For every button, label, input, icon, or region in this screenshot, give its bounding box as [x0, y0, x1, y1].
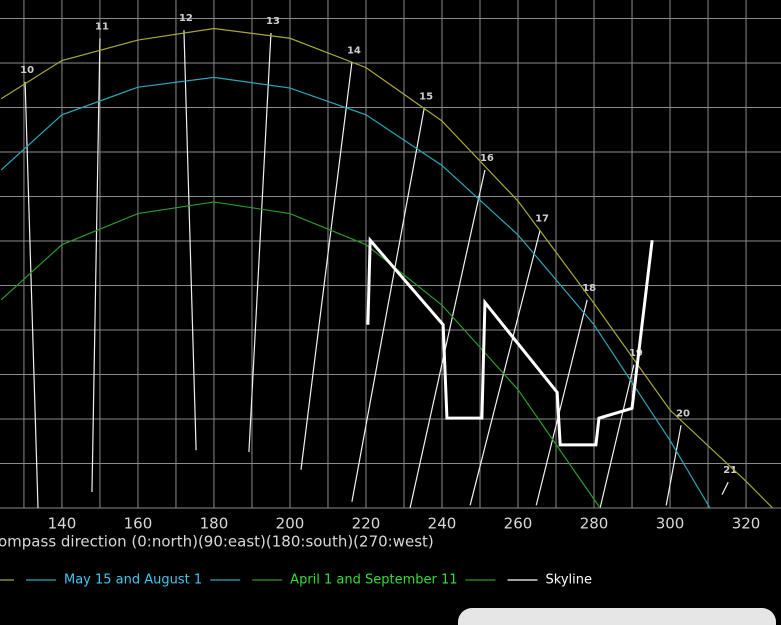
x-tick-label: 140 — [48, 515, 77, 533]
hour-label: 15 — [419, 92, 433, 103]
hour-line — [599, 364, 635, 509]
x-tick-label: 260 — [504, 515, 533, 533]
x-axis-label: ompass direction (0:north)(90:east)(180:… — [0, 533, 434, 551]
hour-label: 14 — [347, 45, 361, 56]
hour-line — [91, 38, 101, 492]
x-tick-label: 180 — [200, 515, 229, 533]
legend-label: May 15 and August 1 — [64, 573, 202, 588]
x-tick-label: 300 — [656, 515, 685, 533]
hour-label: 10 — [20, 65, 34, 76]
hour-label: 21 — [723, 465, 737, 476]
hour-line — [409, 169, 486, 509]
x-tick-label: 200 — [276, 515, 305, 533]
hour-line — [248, 32, 272, 452]
legend-label: April 1 and September 11 — [290, 573, 457, 588]
legend-label: Skyline — [546, 573, 592, 588]
hour-label: 11 — [95, 21, 109, 32]
series-line — [0, 201, 601, 509]
hour-label: 17 — [535, 213, 549, 224]
series-line — [366, 236, 654, 447]
hour-line — [535, 299, 588, 506]
x-tick-label: 220 — [352, 515, 381, 533]
x-tick-label: 280 — [580, 515, 609, 533]
hour-label: 13 — [266, 16, 280, 27]
series-line — [0, 76, 711, 509]
hour-line — [351, 108, 425, 502]
hour-line — [183, 30, 197, 451]
hour-line — [469, 230, 541, 506]
hour-line — [24, 81, 39, 509]
hour-label: 20 — [676, 408, 690, 419]
hour-label: 16 — [480, 153, 494, 164]
x-tick-label: 160 — [124, 515, 153, 533]
hour-line — [665, 425, 682, 506]
hour-label: 19 — [629, 348, 643, 359]
hour-label: 18 — [582, 283, 596, 294]
overlay-panel — [458, 608, 776, 625]
hour-label: 12 — [179, 13, 193, 24]
x-tick-label: 240 — [428, 515, 457, 533]
hour-line — [721, 481, 729, 495]
hour-line — [300, 62, 353, 470]
series-line — [0, 27, 774, 509]
x-tick-label: 320 — [732, 515, 761, 533]
